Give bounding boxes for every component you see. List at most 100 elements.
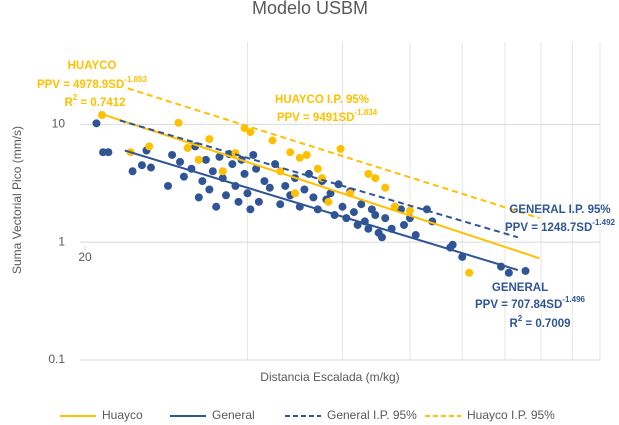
data-point (313, 164, 322, 173)
data-point (300, 185, 309, 194)
annotation-text: PPV = 4978.9SD (37, 79, 124, 91)
data-point (205, 185, 214, 194)
data-point (302, 150, 311, 159)
annotation: R2 = 0.7009 (509, 314, 570, 330)
annotation-text: HUAYCO I.P. 95% (275, 94, 369, 106)
data-point (371, 174, 380, 183)
annotation: GENERAL I.P. 95% (509, 204, 610, 216)
annotation-superscript: 2 (73, 93, 78, 102)
x-tick-label: 20 (78, 250, 92, 264)
data-point (228, 160, 237, 169)
data-point (212, 202, 221, 211)
data-point (364, 224, 373, 233)
data-point (218, 167, 227, 176)
data-point (92, 119, 101, 128)
data-point (246, 205, 255, 214)
annotation: PPV = 4978.9SD-1.853 (37, 75, 148, 91)
data-point (276, 200, 285, 209)
legend-label: General (212, 408, 255, 422)
annotation-text: GENERAL (492, 282, 548, 294)
legend-label: Huayco (102, 408, 143, 422)
annotation-superscript: -1.496 (562, 295, 585, 304)
annotation-text: PPV = 1248.7SD (505, 222, 592, 234)
data-point (174, 118, 183, 127)
data-point (377, 233, 386, 242)
data-point (295, 153, 304, 162)
data-point (176, 157, 185, 166)
annotation: HUAYCO I.P. 95% (275, 94, 369, 106)
data-point (399, 220, 408, 229)
data-point (249, 150, 258, 159)
data-point (448, 240, 457, 249)
data-point (137, 161, 146, 170)
data-point (179, 172, 188, 181)
data-point (336, 144, 345, 153)
data-point (146, 163, 155, 172)
data-point (268, 136, 277, 145)
data-point (338, 202, 347, 211)
annotation-text: PPV = 9491SD (277, 112, 355, 124)
data-point (381, 214, 390, 223)
data-point (234, 197, 243, 206)
data-point (364, 169, 373, 178)
annotation-text: R (509, 318, 518, 330)
y-tick-label: 10 (52, 117, 66, 131)
data-point (252, 164, 261, 173)
data-point (349, 208, 358, 217)
data-point (265, 183, 274, 192)
data-point (286, 148, 295, 157)
fit-line (119, 119, 519, 239)
annotation-text: HUAYCO (68, 60, 117, 72)
data-point (357, 200, 366, 209)
data-point (243, 189, 252, 198)
annotation: PPV = 9491SD-1.834 (277, 108, 378, 124)
annotation: PPV = 1248.7SD-1.492 (505, 218, 616, 234)
annotation: HUAYCO (68, 60, 117, 72)
annotation: PPV = 707.84SD-1.496 (475, 295, 586, 311)
data-point (194, 193, 203, 202)
data-point (208, 167, 217, 176)
data-point (222, 191, 231, 200)
data-point (168, 150, 177, 159)
chart-title: Modelo USBM (252, 0, 368, 18)
data-point (371, 211, 380, 220)
fit-line (127, 87, 540, 220)
data-point (291, 189, 300, 198)
annotation: R2 = 0.7412 (64, 93, 125, 109)
y-tick-label: 0.1 (48, 352, 65, 366)
data-point (215, 152, 224, 161)
data-point (465, 268, 474, 277)
annotation-text: GENERAL I.P. 95% (509, 204, 610, 216)
annotation-superscript: -1.853 (124, 75, 147, 84)
data-point (390, 202, 399, 211)
annotation-text: = 0.7009 (522, 318, 570, 330)
data-point (504, 268, 513, 277)
data-point (198, 177, 207, 186)
data-point (104, 148, 113, 157)
data-point (309, 193, 318, 202)
data-point (324, 197, 333, 206)
data-point (458, 252, 467, 261)
data-point (334, 180, 343, 189)
data-point (326, 189, 335, 198)
data-point (183, 143, 192, 152)
data-point (201, 155, 210, 164)
x-axis-label: Distancia Escalada (m/kg) (260, 370, 399, 384)
data-point (405, 206, 414, 215)
annotation-superscript: -1.834 (355, 108, 378, 117)
annotation-text: PPV = 707.84SD (475, 299, 562, 311)
fit-line (124, 149, 519, 272)
annotation: GENERAL (492, 282, 548, 294)
data-point (145, 142, 154, 151)
y-axis-label: Suma Vectorial Pico (mm/s) (10, 126, 24, 274)
data-point (128, 167, 137, 176)
y-tick-label: 1 (58, 234, 65, 248)
legend-label: General I.P. 95% (327, 408, 417, 422)
data-point (411, 231, 420, 240)
data-point (281, 181, 290, 190)
data-point (246, 128, 255, 137)
fit-line (99, 112, 540, 260)
data-point (381, 183, 390, 192)
legend-label: Huayco I.P. 95% (467, 408, 555, 422)
